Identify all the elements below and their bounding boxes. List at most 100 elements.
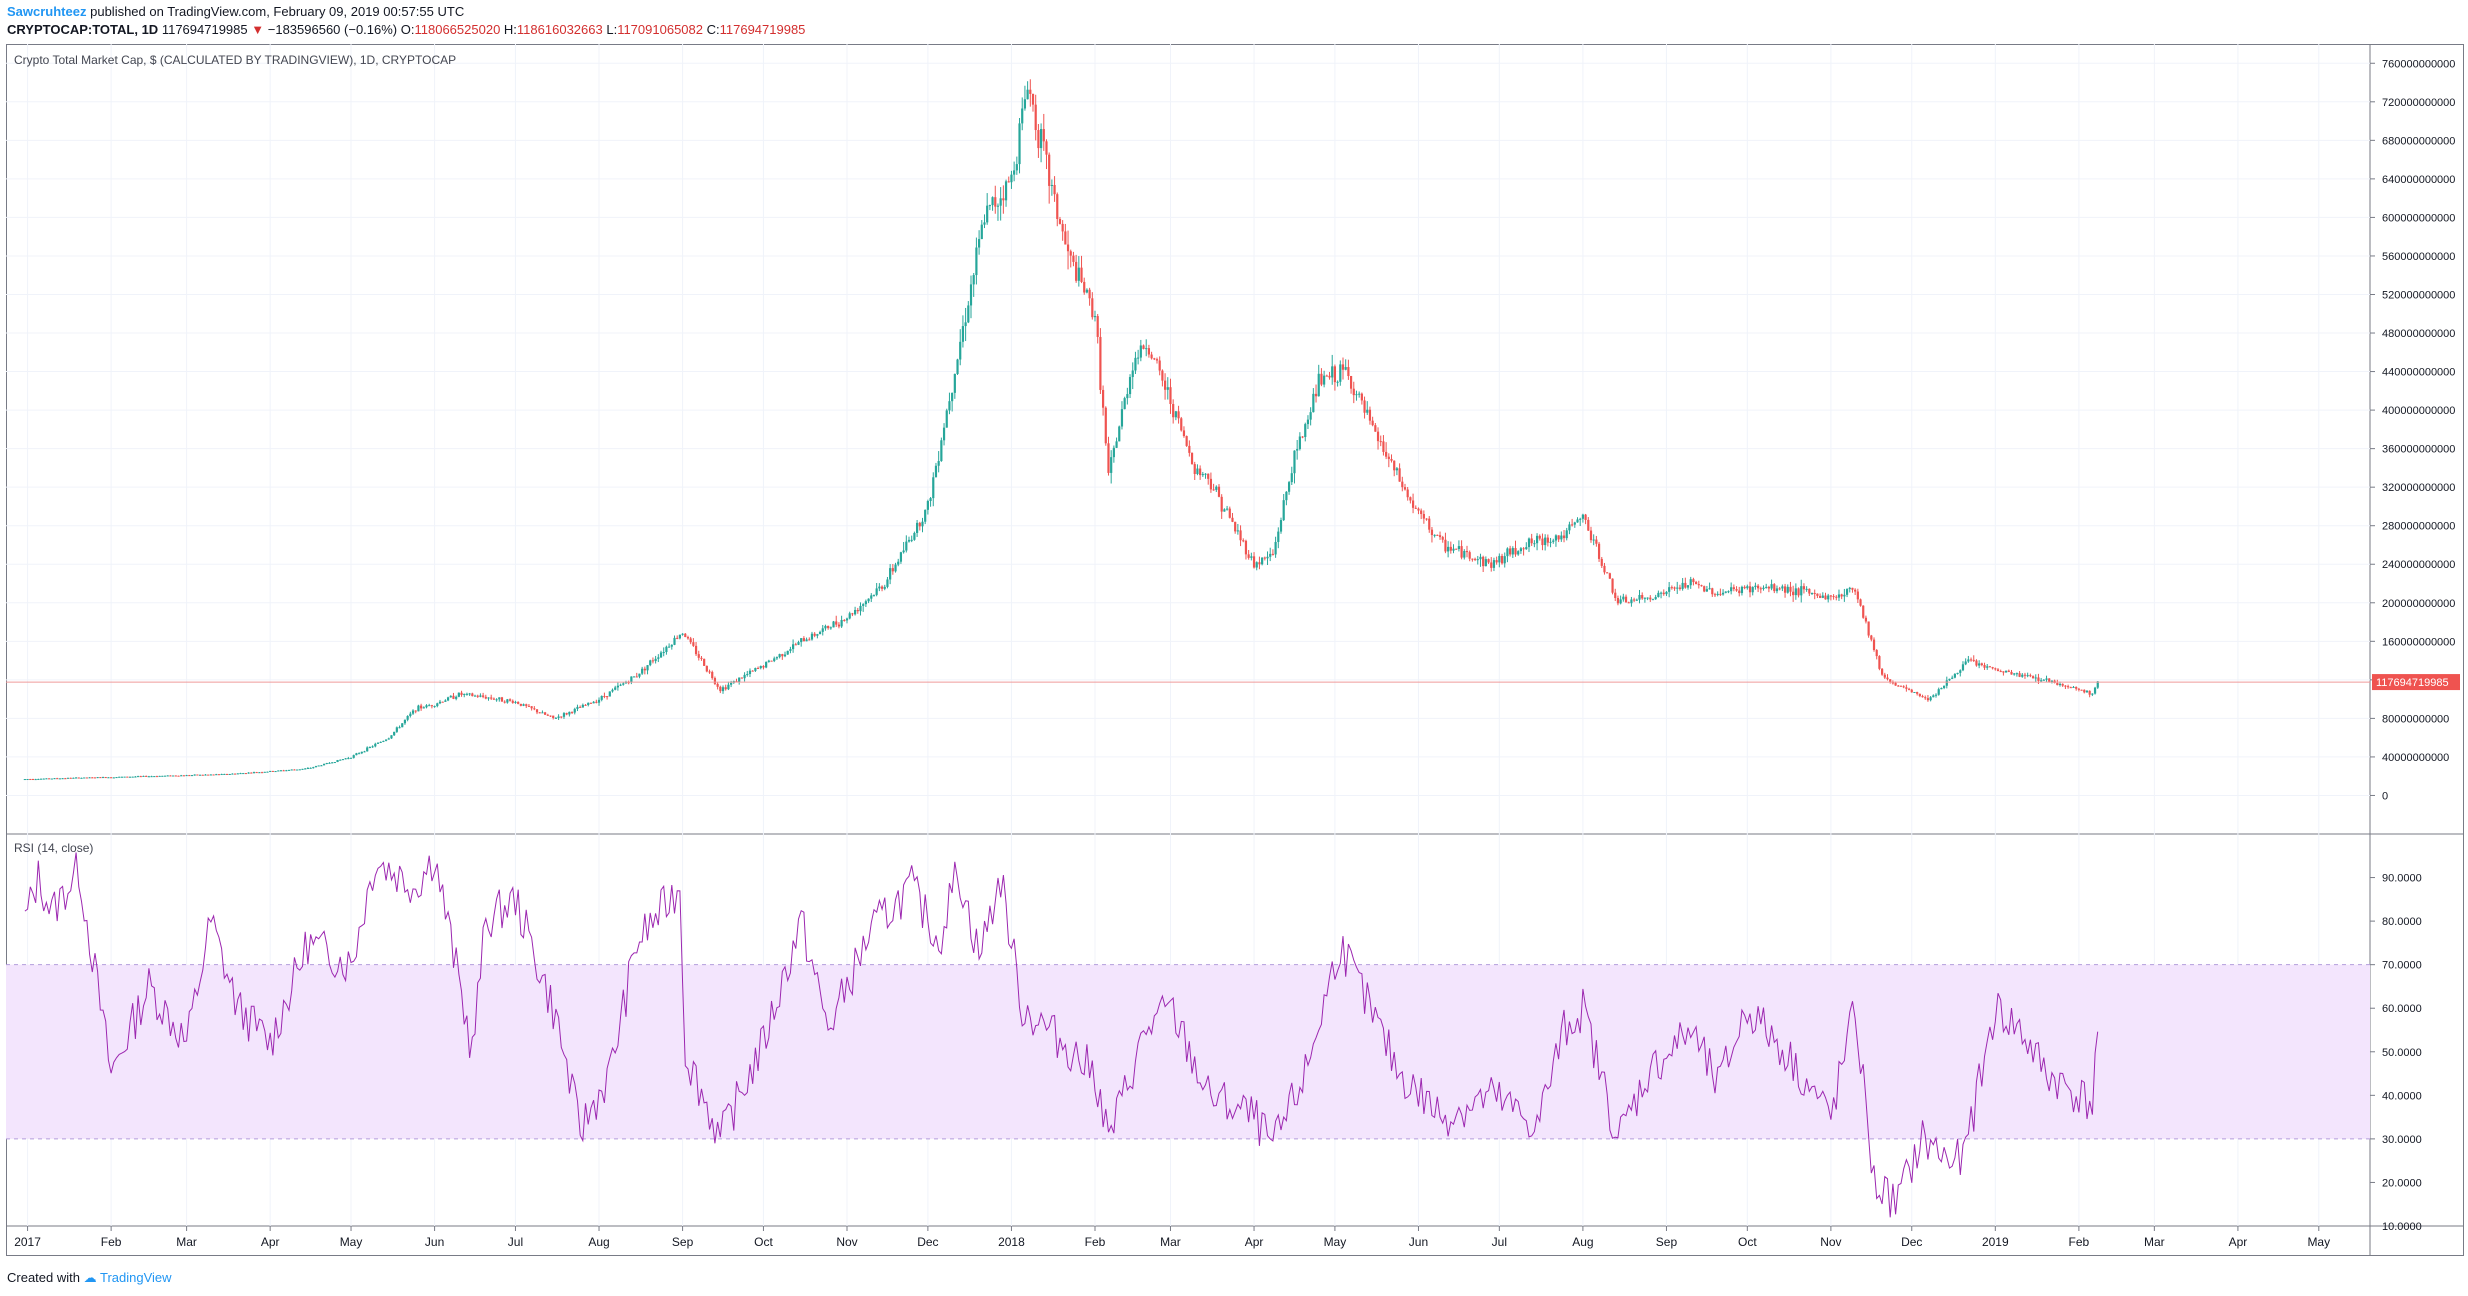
candle-body xyxy=(1727,591,1730,593)
candle-body xyxy=(455,696,458,699)
candle-body xyxy=(1110,457,1113,473)
candle-body xyxy=(1061,223,1064,232)
price-tick-label: 360000000000 xyxy=(2382,444,2455,456)
candle-body xyxy=(1700,585,1703,587)
candle-body xyxy=(1573,522,1576,525)
candle-body xyxy=(805,639,808,642)
rsi-tick-label: 30.0000 xyxy=(2382,1134,2422,1146)
candle-body xyxy=(638,673,641,677)
candle-body xyxy=(225,773,229,775)
candle-body xyxy=(355,753,358,756)
candle-body xyxy=(1716,593,1719,595)
candle-body xyxy=(1881,668,1884,675)
candle-body xyxy=(1743,586,1746,589)
rsi-tick-label: 60.0000 xyxy=(2382,1003,2422,1015)
candle-body xyxy=(508,699,512,701)
last-price-tag-label: 117694719985 xyxy=(2376,677,2449,689)
candle-body xyxy=(438,701,442,704)
candle-body xyxy=(174,775,177,777)
candle-body xyxy=(932,477,935,499)
candle-body xyxy=(234,773,237,775)
candle-body xyxy=(1385,451,1388,457)
candle-body xyxy=(460,692,463,695)
candle-body xyxy=(1988,666,1992,668)
candle-body xyxy=(1562,535,1566,539)
candle-body xyxy=(517,701,520,704)
tradingview-link[interactable]: TradingView xyxy=(100,1270,172,1285)
candle-body xyxy=(775,657,779,659)
candle-body xyxy=(724,687,727,690)
candle-body xyxy=(1851,587,1854,590)
candle-body xyxy=(1816,593,1819,596)
candle-body xyxy=(535,709,539,713)
candle-body xyxy=(1943,685,1946,688)
chart-area[interactable]: 760000000000 720000000000 680000000000 6400… xyxy=(6,44,2464,1256)
candle-body xyxy=(1199,468,1202,476)
candle-body xyxy=(1104,407,1107,444)
candle-body xyxy=(1576,519,1579,523)
author-name[interactable]: Sawcruhteez xyxy=(7,4,87,19)
candle-body xyxy=(581,704,584,708)
price-tick-label: 400000000000 xyxy=(2382,405,2455,417)
candle-body xyxy=(797,642,800,645)
candle-body xyxy=(66,777,70,779)
candle-body xyxy=(1975,660,1978,666)
candle-body xyxy=(1781,586,1784,589)
candle-body xyxy=(1169,387,1172,405)
candle-body xyxy=(1630,599,1633,604)
candle-body xyxy=(2069,687,2072,689)
candle-body xyxy=(1225,508,1229,510)
candle-body xyxy=(689,638,692,643)
candle-body xyxy=(686,637,690,639)
candle-body xyxy=(1937,689,1940,695)
candle-body xyxy=(988,205,991,207)
candle-body xyxy=(1889,679,1892,683)
candle-body xyxy=(2040,680,2043,682)
candle-body xyxy=(180,775,183,777)
candle-body xyxy=(983,222,986,225)
candle-body xyxy=(2061,683,2064,686)
candle-body xyxy=(859,605,862,612)
candle-body xyxy=(662,652,665,654)
candle-body xyxy=(1449,546,1452,551)
price-tick-label: 160000000000 xyxy=(2382,636,2455,648)
candle-body xyxy=(800,638,803,643)
candle-body xyxy=(816,634,819,636)
candle-body xyxy=(1878,656,1881,669)
candle-body xyxy=(1924,697,1927,699)
candle-body xyxy=(1258,562,1261,565)
candle-body xyxy=(611,689,614,692)
candle-body xyxy=(279,770,283,772)
candle-body xyxy=(1969,659,1973,661)
candle-body xyxy=(1029,89,1032,94)
candle-body xyxy=(1261,557,1264,565)
candle-body xyxy=(1517,551,1520,555)
candle-body xyxy=(1072,255,1075,262)
candle-body xyxy=(1274,541,1277,555)
candle-body xyxy=(1721,592,1725,595)
candle-body xyxy=(1810,592,1814,594)
candle-body xyxy=(832,621,835,628)
candle-body xyxy=(1099,336,1102,390)
candle-body xyxy=(1301,436,1304,438)
candle-body xyxy=(1673,587,1676,589)
candle-body xyxy=(1255,562,1258,568)
candle-body xyxy=(336,759,339,763)
candle-body xyxy=(1805,588,1808,590)
candle-body xyxy=(2013,673,2016,675)
candle-body xyxy=(236,773,239,775)
candle-body xyxy=(2064,685,2067,687)
chart-svg[interactable]: 760000000000 720000000000 680000000000 6400… xyxy=(6,44,2464,1256)
low-label: L: xyxy=(606,22,618,37)
candle-body xyxy=(568,711,571,715)
candle-body xyxy=(250,772,253,774)
candle-body xyxy=(2010,671,2013,675)
candle-body xyxy=(910,539,913,541)
candle-body xyxy=(1228,508,1231,518)
candle-body xyxy=(1600,558,1603,566)
candle-body xyxy=(1541,538,1544,546)
candle-body xyxy=(376,742,380,744)
candle-body xyxy=(937,461,940,466)
candle-body xyxy=(56,778,59,780)
candle-body xyxy=(465,693,469,695)
